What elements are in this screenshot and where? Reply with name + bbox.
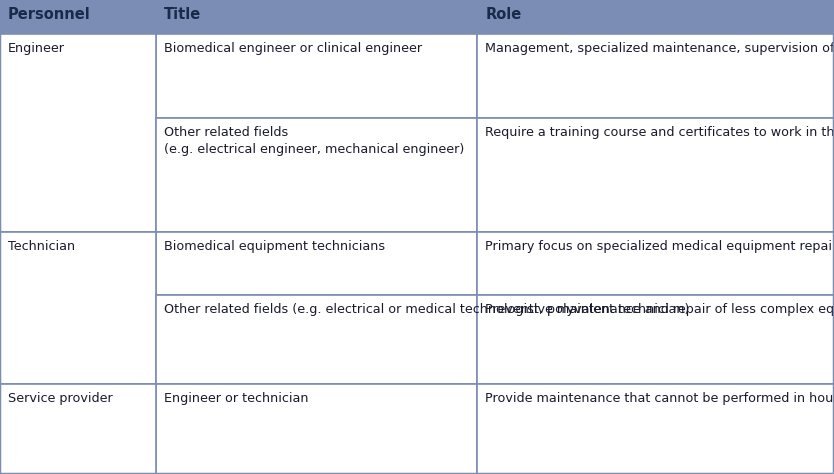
Text: Primary focus on specialized medical equipment repair and maintenance.: Primary focus on specialized medical equ…	[485, 240, 834, 253]
Bar	[156, 34, 477, 118]
Text: Management, specialized maintenance, supervision of external service provider, n: Management, specialized maintenance, sup…	[485, 42, 834, 55]
Bar	[477, 232, 834, 295]
Bar	[156, 118, 477, 232]
Text: Technician: Technician	[8, 240, 75, 253]
Bar	[0, 34, 156, 232]
Text: Engineer or technician: Engineer or technician	[163, 392, 309, 405]
Bar	[156, 232, 477, 295]
Text: Role: Role	[485, 7, 521, 22]
Text: Engineer: Engineer	[8, 42, 65, 55]
Text: Title: Title	[163, 7, 201, 22]
Bar	[156, 295, 477, 384]
Bar	[477, 384, 834, 474]
Text: Other related fields
(e.g. electrical engineer, mechanical engineer): Other related fields (e.g. electrical en…	[163, 126, 464, 156]
Text: Preventive maintenance and repair of less complex equipment. It is important tha: Preventive maintenance and repair of les…	[485, 303, 834, 316]
Bar	[0, 0, 834, 34]
Text: Biomedical engineer or clinical engineer: Biomedical engineer or clinical engineer	[163, 42, 422, 55]
Text: Other related fields (e.g. electrical or medical technologist, polyvalent techni: Other related fields (e.g. electrical or…	[163, 303, 689, 316]
Text: Require a training course and certificates to work in the medical device field. : Require a training course and certificat…	[485, 126, 834, 139]
Bar	[0, 232, 156, 384]
Bar	[156, 384, 477, 474]
Bar	[477, 118, 834, 232]
Bar	[477, 34, 834, 118]
Text: Personnel: Personnel	[8, 7, 91, 22]
Bar	[0, 384, 156, 474]
Text: Biomedical equipment technicians: Biomedical equipment technicians	[163, 240, 385, 253]
Text: Provide maintenance that cannot be performed in house. They are product-oriented: Provide maintenance that cannot be perfo…	[485, 392, 834, 405]
Bar	[477, 295, 834, 384]
Text: Service provider: Service provider	[8, 392, 113, 405]
